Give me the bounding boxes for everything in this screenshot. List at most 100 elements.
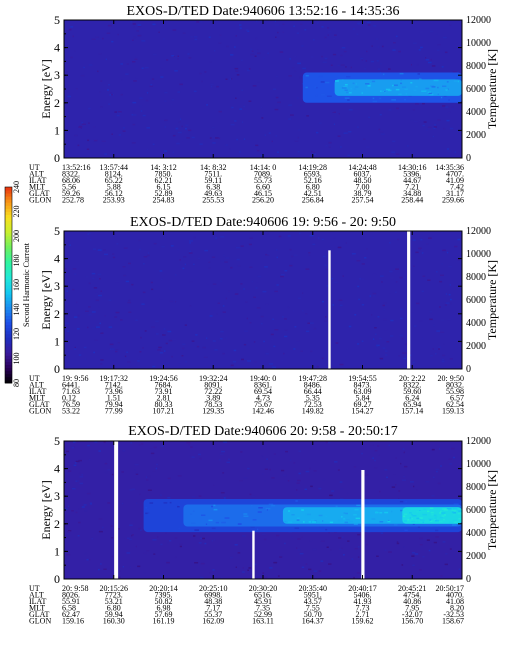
panel-1-table-cell: 256.84 (302, 196, 324, 205)
panel-2-texture-cell (448, 265, 453, 268)
panel-1-texture-cell (381, 45, 384, 48)
panel-2-texture-cell (418, 247, 422, 249)
panel-2-ytick-right-label: 0 (466, 364, 471, 375)
panel-1-texture-cell (243, 138, 246, 140)
panel-3-texture-cell (122, 566, 124, 568)
panel-1-table-cell: 68.06 (62, 176, 80, 185)
colorbar-segment (5, 269, 12, 274)
colorbar-segment (5, 232, 12, 237)
panel-1-texture-cell (411, 64, 412, 66)
panel-1-texture-cell (75, 88, 78, 90)
panel-1-texture-cell (100, 80, 103, 82)
panel-3-feature-texture (386, 507, 392, 510)
panel-3-texture-cell (179, 545, 182, 548)
panel-2-texture-cell (98, 306, 100, 308)
panel-1-texture-cell (91, 38, 96, 40)
panel-2-texture-cell (72, 288, 75, 291)
panel-3-texture-cell (110, 525, 113, 527)
panel-2-texture-cell (248, 243, 252, 246)
panel-2-texture-cell (292, 310, 294, 312)
panel-1-feature-texture (405, 93, 407, 95)
panel-2-table-cell: 0.12 (62, 394, 76, 403)
panel-3-texture-cell (285, 450, 288, 453)
panel-3-texture-cell (198, 495, 202, 497)
panel-1-texture-cell (446, 148, 450, 150)
panel-1-texture-cell (179, 83, 183, 86)
panel-3-texture-cell (410, 481, 414, 483)
panel-3-texture-cell (378, 454, 380, 457)
panel-3-texture-cell (68, 530, 72, 532)
panel-3-feature-texture (399, 500, 404, 503)
panel-1-texture-cell (86, 148, 90, 150)
panel-2-texture-cell (383, 302, 387, 304)
panel-3-texture-cell (351, 558, 354, 560)
panel-3-texture-cell (277, 575, 280, 577)
panel-2-table-cell: 75.67 (254, 400, 272, 409)
panel-3-texture-cell (86, 492, 91, 495)
panel-3-texture-cell (411, 555, 415, 557)
panel-3-texture-cell (200, 537, 204, 540)
panel-3-feature-texture (296, 519, 300, 521)
panel-3-texture-cell (174, 537, 178, 539)
panel-2-texture-cell (440, 331, 445, 333)
panel-1-texture-cell (97, 70, 99, 73)
panel-1-feature-texture (305, 75, 309, 77)
panel-1-texture-cell (150, 84, 153, 86)
panel-3-texture-cell (68, 505, 70, 508)
panel-2-texture-cell (429, 310, 432, 313)
panel-3-texture-cell (122, 450, 126, 452)
panel-1-ytick-label: 2 (54, 96, 60, 110)
panel-1-texture-cell (199, 143, 203, 145)
panel-3-texture-cell (153, 553, 156, 555)
panel-2-texture-cell (272, 366, 276, 369)
panel-1-feature-texture (394, 84, 398, 86)
panel-2-texture-cell (269, 363, 274, 365)
panel-3-feature-texture (145, 507, 148, 509)
panel-3-table-cell: 7.95 (405, 604, 419, 613)
panel-3-texture-cell (289, 459, 292, 461)
panel-1-texture-cell (177, 58, 179, 60)
panel-1-feature-texture (315, 94, 318, 97)
panel-1-texture-cell (137, 25, 142, 28)
panel-2-texture-cell (441, 360, 445, 363)
panel-1-texture-cell (177, 131, 182, 134)
panel-2-texture-cell (445, 302, 450, 304)
panel-1-feature-texture (326, 95, 332, 97)
panel-1-table-cell: 49.63 (204, 189, 222, 198)
panel-3-texture-cell (318, 487, 322, 490)
panel-1-texture-cell (146, 92, 149, 94)
colorbar-tick-label: 80 (12, 379, 21, 387)
panel-2-texture-cell (241, 358, 244, 361)
colorbar-segment (5, 352, 12, 356)
panel-3-texture-cell (140, 529, 142, 532)
panel-2-texture-cell (165, 342, 168, 345)
panel-2-ylabel: Energy [eV] (39, 270, 53, 329)
panel-3-texture-cell (84, 552, 88, 555)
panel-3-texture-cell (293, 462, 296, 464)
colorbar-segment (5, 208, 12, 212)
panel-2-texture-cell (217, 302, 220, 304)
panel-1-texture-cell (106, 32, 111, 34)
panel-2-texture-cell (379, 357, 384, 360)
panel-2-texture-cell (262, 290, 267, 293)
panel-3-texture-cell (192, 445, 197, 448)
panel-3-texture-cell (98, 518, 103, 520)
panel-1-feature-texture (404, 88, 407, 91)
panel-3-feature-texture (178, 504, 180, 507)
panel-3-texture-cell (426, 539, 430, 541)
panel-3-texture-cell (147, 475, 151, 478)
panel-2-ylabel-right: Temperature [K] (485, 260, 499, 340)
panel-1-feature-texture (346, 91, 349, 94)
panel-3-texture-cell (433, 541, 437, 544)
panel-3-texture-cell (308, 568, 312, 571)
colorbar-segment (5, 211, 12, 215)
panel-2-texture-cell (240, 283, 243, 285)
panel-3-feature-texture (451, 511, 454, 513)
panel-3-texture-cell (261, 455, 263, 457)
panel-2-texture-cell (240, 245, 244, 247)
panel-3-feature-texture (404, 513, 408, 515)
panel-3-texture-cell (75, 511, 78, 514)
panel-3-texture-cell (401, 564, 404, 566)
panel-3-feature-texture (411, 520, 416, 523)
panel-3-texture-cell (364, 473, 368, 476)
